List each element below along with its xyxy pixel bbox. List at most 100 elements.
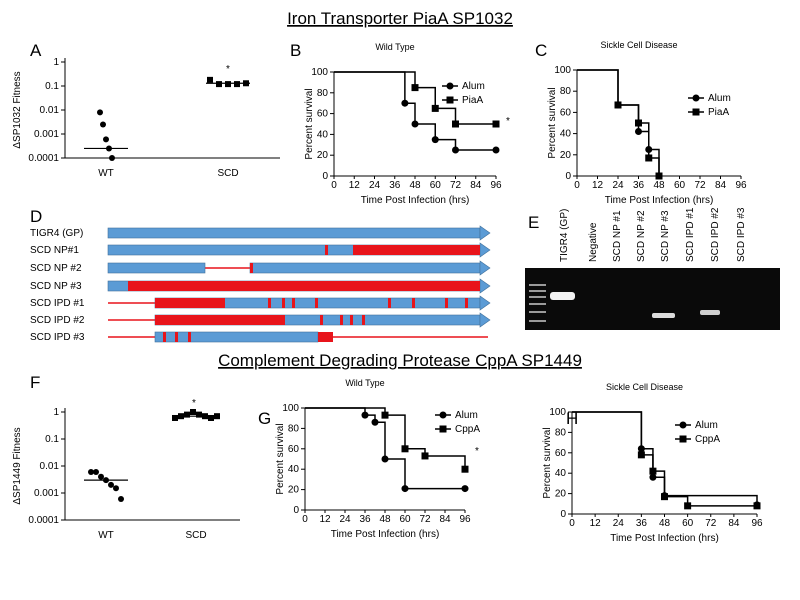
- x-tick-label: 24: [612, 180, 624, 191]
- marker: [431, 136, 439, 144]
- y-axis-label: Percent survival: [275, 423, 286, 494]
- y-tick-label: 0.01: [40, 105, 60, 116]
- marker: [431, 104, 439, 112]
- x-tick-label: 48: [379, 514, 391, 525]
- row-label: SCD IPD #2: [30, 315, 85, 326]
- panel-letter: G: [258, 409, 271, 428]
- mutation: [320, 315, 323, 325]
- lane-label: SCD IPD #2: [710, 207, 721, 262]
- legend-label: Alum: [455, 410, 478, 421]
- y-tick-label: 20: [317, 150, 329, 161]
- y-axis-label: ΔSP1032 Fitness: [12, 71, 23, 148]
- x-tick-label: 36: [359, 514, 371, 525]
- marker: [118, 495, 124, 502]
- marker: [614, 101, 622, 109]
- x-tick-label: 48: [659, 518, 671, 529]
- marker: [103, 136, 109, 143]
- row-label: SCD IPD #3: [30, 332, 85, 343]
- mutation: [175, 332, 178, 342]
- legend-label: CppA: [695, 434, 720, 445]
- row-label: SCD IPD #1: [30, 298, 85, 309]
- x-tick-label: 0: [331, 180, 337, 191]
- x-tick-label: 24: [369, 180, 381, 191]
- x-tick-label: 48: [653, 180, 665, 191]
- y-axis-label: Percent survival: [547, 87, 558, 158]
- band: [652, 313, 675, 318]
- ladder-band: [529, 320, 546, 322]
- marker: [98, 473, 104, 480]
- marker: [492, 120, 500, 128]
- marker: [234, 81, 240, 88]
- x-tick-label: 12: [590, 518, 602, 529]
- gene-arrow: [479, 260, 491, 276]
- panel-title: Sickle Cell Disease: [600, 40, 677, 50]
- x-tick-label: 84: [470, 180, 482, 191]
- panel-title: Sickle Cell Disease: [606, 382, 683, 392]
- mutation: [188, 332, 191, 342]
- x-tick-label: 36: [633, 180, 645, 191]
- y-tick-label: 60: [555, 448, 567, 459]
- survival-line: [305, 407, 465, 490]
- marker: [108, 481, 114, 488]
- y-tick-label: 0.1: [45, 434, 59, 445]
- y-tick-label: 0.1: [45, 81, 59, 92]
- mutation: [412, 298, 415, 308]
- row-label: SCD NP#1: [30, 245, 79, 256]
- mutation: [268, 298, 271, 308]
- marker: [679, 435, 687, 443]
- marker: [635, 127, 642, 135]
- x-tick-label: 72: [419, 514, 431, 525]
- x-tick-label: 0: [302, 514, 308, 525]
- y-tick-label: 0: [322, 171, 328, 182]
- y-tick-label: 0.001: [34, 129, 59, 140]
- marker: [446, 96, 454, 104]
- heading: Iron Transporter PiaA SP1032: [287, 9, 513, 28]
- marker: [649, 467, 657, 475]
- marker: [446, 82, 454, 90]
- y-tick-label: 40: [317, 129, 329, 140]
- y-tick-label: 1: [53, 407, 59, 418]
- marker: [461, 465, 469, 473]
- annotation: *: [192, 398, 196, 409]
- y-tick-label: 80: [560, 86, 572, 97]
- x-tick-label: 48: [409, 180, 421, 191]
- marker: [216, 81, 222, 88]
- x-tick-label: 84: [439, 514, 451, 525]
- mutation: [315, 298, 318, 308]
- row-label: TIGR4 (GP): [30, 228, 83, 239]
- panel-letter: C: [535, 41, 547, 60]
- x-tick-label: 0: [569, 518, 575, 529]
- mutation: [350, 315, 353, 325]
- x-tick-label: 96: [490, 180, 502, 191]
- y-axis-label: Percent survival: [304, 88, 315, 159]
- marker: [172, 414, 178, 421]
- gene-bar: [107, 262, 206, 274]
- lane-label: SCD IPD #3: [736, 207, 747, 262]
- band: [550, 292, 575, 300]
- y-tick-label: 100: [554, 65, 571, 76]
- y-tick-label: 0.001: [34, 488, 59, 499]
- panel-letter: E: [528, 213, 539, 232]
- marker: [113, 485, 119, 492]
- x-tick-label: 96: [751, 518, 763, 529]
- y-tick-label: 80: [288, 423, 300, 434]
- x-tick-label: 36: [389, 180, 401, 191]
- ladder-band: [529, 311, 546, 313]
- x-tick-label: 96: [735, 180, 747, 191]
- x-tick-label: 60: [430, 180, 442, 191]
- legend-label: Alum: [708, 93, 731, 104]
- mutation: [362, 315, 365, 325]
- panel-title: Wild Type: [375, 42, 414, 52]
- row-label: SCD NP #3: [30, 281, 82, 292]
- x-tick-label: 12: [592, 180, 604, 191]
- x-tick-label: 72: [694, 180, 706, 191]
- marker: [439, 425, 447, 433]
- lane-label: Negative: [588, 222, 599, 262]
- mutation: [388, 298, 391, 308]
- marker: [661, 493, 668, 501]
- marker: [381, 455, 389, 463]
- mutation: [325, 245, 328, 255]
- mutation: [353, 245, 480, 255]
- survival-line: [334, 71, 496, 151]
